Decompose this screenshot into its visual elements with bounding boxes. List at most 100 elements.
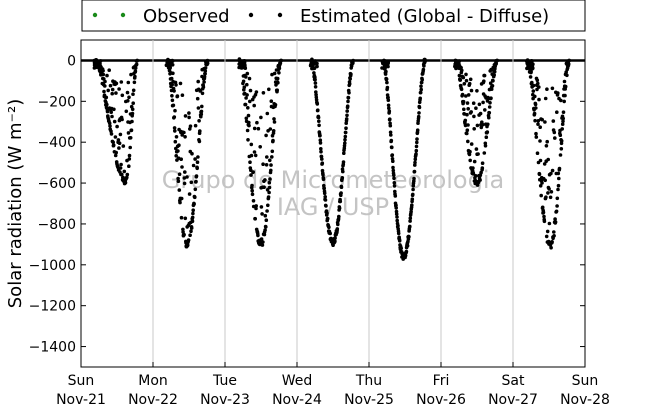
data-point-estimated [98, 59, 103, 63]
data-point-estimated [203, 66, 208, 70]
data-point-estimated [263, 213, 268, 218]
data-point-estimated [535, 151, 540, 155]
data-point-estimated [241, 61, 245, 65]
data-point-estimated [454, 60, 458, 64]
data-point-estimated [458, 78, 463, 82]
data-point-estimated [414, 152, 418, 156]
data-point-estimated [550, 86, 555, 91]
data-point-estimated [409, 209, 413, 214]
data-point-estimated [536, 81, 540, 86]
data-point-estimated [113, 135, 118, 139]
data-point-estimated [205, 58, 210, 63]
data-point-estimated [191, 163, 196, 168]
data-point-estimated [469, 110, 474, 114]
data-point-estimated [413, 160, 417, 165]
data-point-estimated [255, 120, 259, 125]
data-point-estimated [195, 96, 200, 101]
data-point-estimated [121, 144, 126, 148]
data-point-estimated [549, 190, 554, 194]
data-point-estimated [465, 112, 469, 117]
data-point-estimated [345, 113, 349, 118]
data-point-estimated [550, 240, 554, 244]
data-point-estimated [205, 61, 210, 66]
data-point-estimated [127, 153, 132, 158]
data-point-estimated [117, 146, 121, 150]
data-point-estimated [396, 223, 400, 228]
data-point-estimated [394, 203, 398, 208]
data-point-estimated [254, 206, 258, 211]
data-point-estimated [387, 106, 391, 110]
data-point-estimated [477, 102, 482, 107]
data-point-estimated [461, 75, 466, 80]
data-point-estimated [396, 231, 401, 236]
legend-marker-estimated [277, 12, 283, 18]
data-point-estimated [337, 214, 341, 219]
data-point-estimated [244, 96, 248, 100]
data-point-estimated [546, 191, 550, 195]
data-point-estimated [314, 90, 318, 94]
data-point-estimated [112, 119, 117, 124]
data-point-estimated [467, 81, 472, 86]
data-point-estimated [126, 131, 131, 135]
data-point-estimated [386, 95, 390, 100]
data-point-estimated [268, 158, 272, 163]
data-point-estimated [457, 73, 462, 78]
data-point-estimated [117, 141, 122, 145]
data-point-estimated [341, 160, 346, 164]
data-point-estimated [566, 62, 571, 66]
data-point-estimated [346, 99, 350, 104]
data-point-estimated [419, 87, 424, 92]
data-point-estimated [540, 117, 544, 122]
data-point-estimated [104, 95, 109, 100]
data-point-estimated [563, 84, 568, 89]
data-point-estimated [534, 106, 538, 110]
data-point-estimated [127, 164, 131, 168]
data-point-estimated [466, 139, 470, 144]
data-point-estimated [482, 73, 487, 78]
data-point-estimated [179, 196, 184, 201]
data-point-estimated [267, 180, 272, 185]
data-point-estimated [341, 169, 345, 174]
data-point-estimated [420, 77, 425, 82]
data-point-estimated [265, 209, 269, 213]
data-point-estimated [327, 225, 331, 230]
x-tick-label-day: Sat [502, 373, 525, 389]
data-point-estimated [462, 82, 467, 86]
plot-area [80, 39, 586, 368]
data-point-estimated [483, 108, 487, 112]
data-point-estimated [417, 111, 421, 115]
data-point-estimated [556, 187, 560, 192]
data-point-estimated [112, 107, 116, 112]
x-tick-label-day: Tue [212, 373, 237, 389]
data-point-estimated [273, 103, 278, 107]
data-point-estimated [129, 128, 134, 132]
data-point-estimated [252, 103, 256, 108]
y-tick-label: −1400 [29, 340, 76, 356]
data-point-estimated [467, 152, 472, 157]
data-point-estimated [388, 130, 393, 135]
data-point-estimated [544, 144, 549, 148]
data-point-estimated [187, 111, 191, 115]
data-point-estimated [544, 195, 548, 199]
data-point-estimated [166, 59, 170, 63]
data-point-estimated [180, 165, 184, 169]
data-point-estimated [489, 87, 494, 91]
data-point-estimated [122, 169, 127, 174]
data-point-estimated [474, 147, 479, 151]
data-point-estimated [558, 153, 563, 157]
data-point-estimated [388, 123, 393, 128]
data-point-estimated [481, 122, 485, 127]
data-point-estimated [249, 173, 253, 177]
data-point-estimated [313, 85, 318, 89]
data-point-estimated [245, 93, 249, 97]
data-point-estimated [542, 214, 546, 219]
data-point-estimated [103, 79, 107, 84]
data-point-estimated [128, 136, 133, 140]
data-point-estimated [133, 69, 138, 73]
data-point-estimated [172, 89, 176, 93]
data-point-estimated [188, 233, 192, 237]
data-point-estimated [483, 144, 488, 148]
data-point-estimated [268, 177, 272, 181]
y-tick-label: −800 [38, 217, 76, 233]
data-point-estimated [187, 192, 192, 196]
